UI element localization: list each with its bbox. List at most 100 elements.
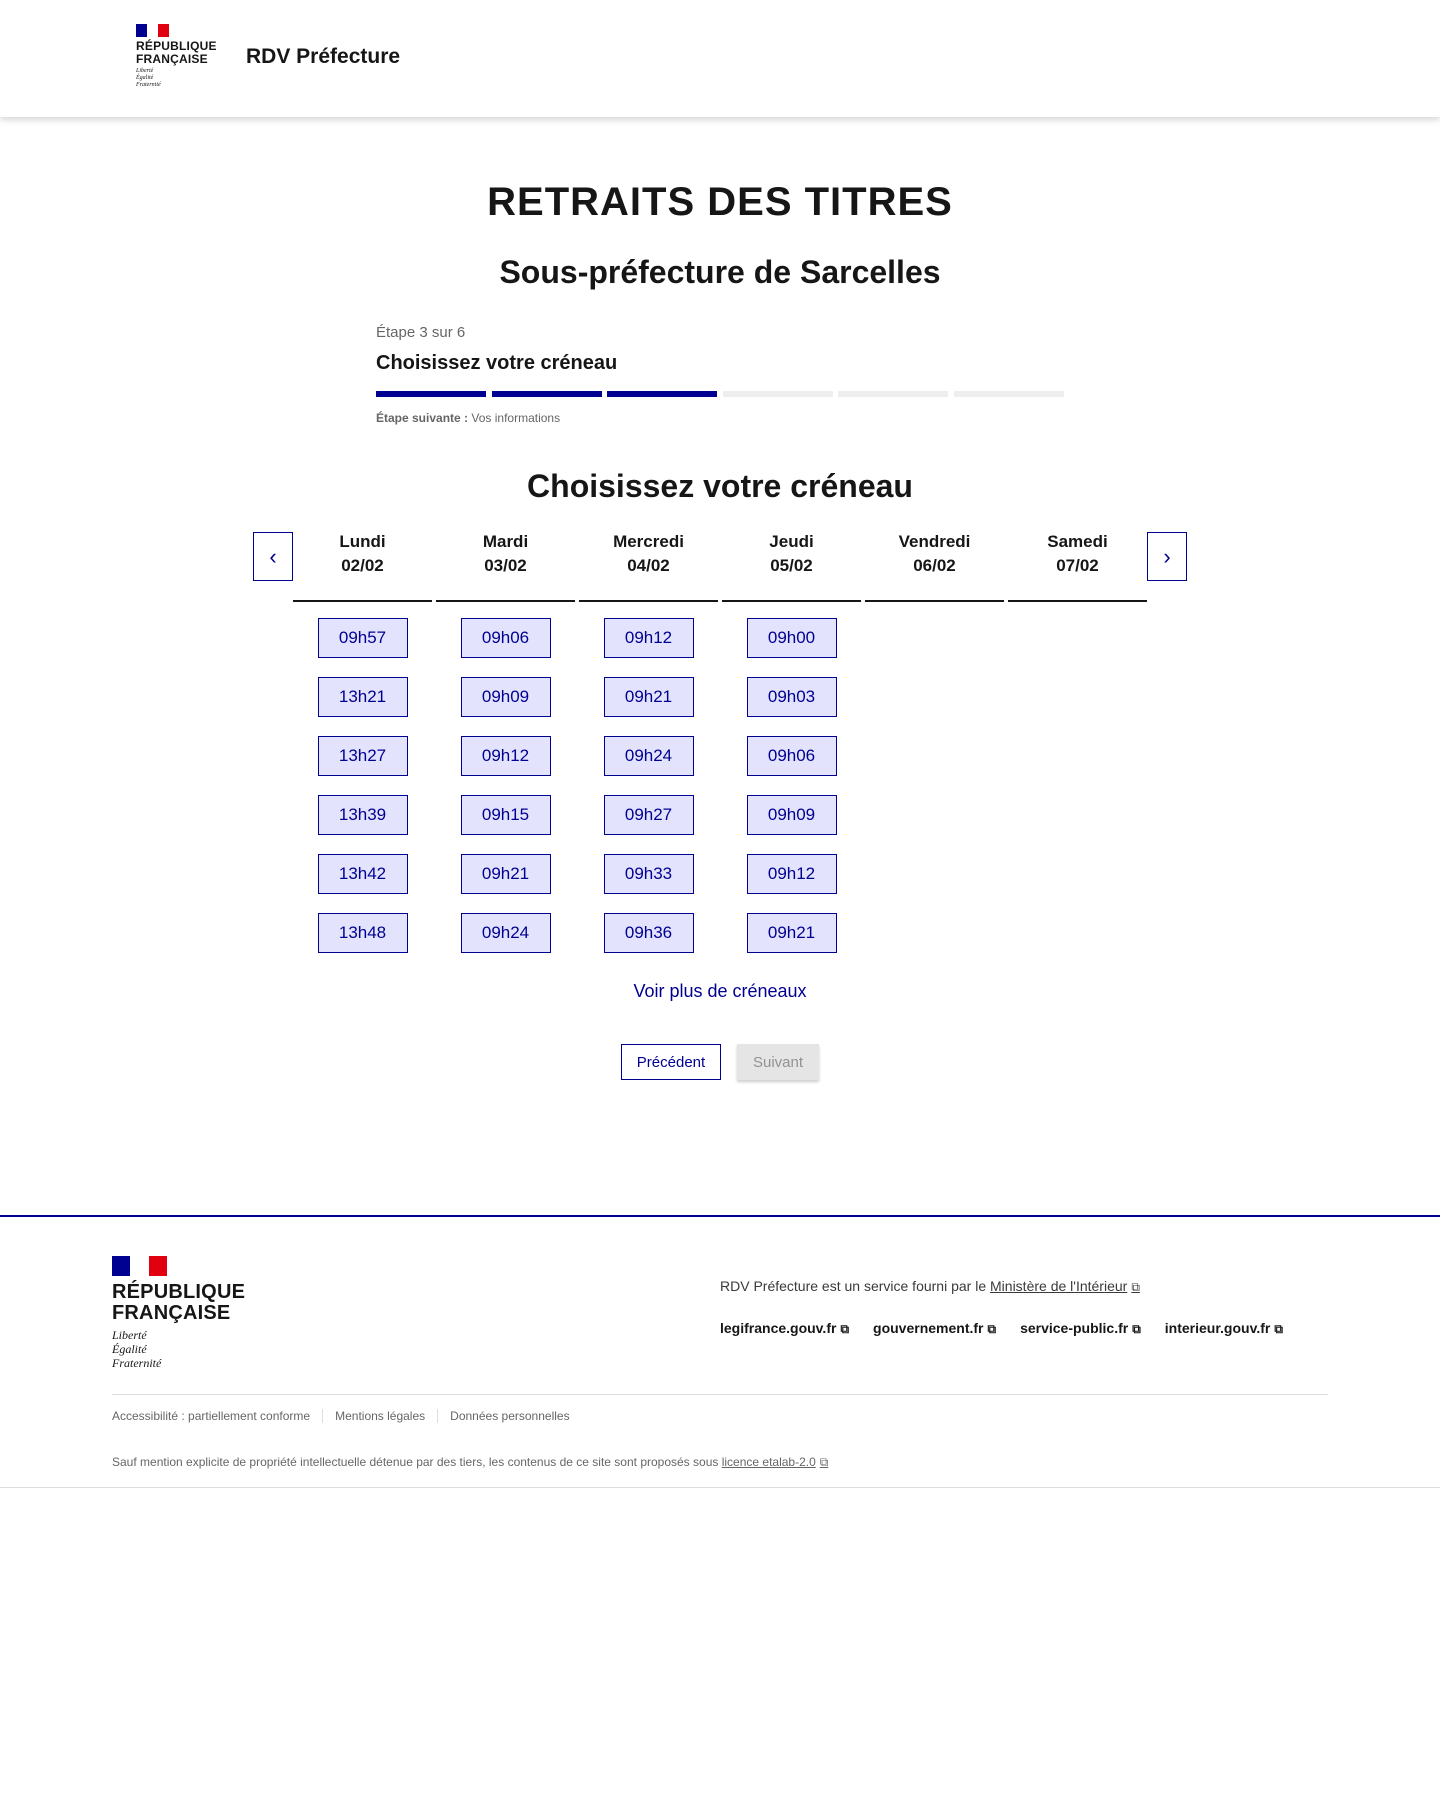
stepper-next-value: Vos informations (471, 411, 561, 425)
stepper-next: Étape suivante : Vos informations (376, 411, 560, 425)
logo-line: RÉPUBLIQUE (112, 1281, 246, 1303)
footer-link[interactable]: interieur.gouv.fr ⧉ (1165, 1320, 1283, 1337)
stepper-bar-complete (376, 391, 486, 397)
day-header: Mardi 03/02 (436, 530, 575, 600)
footer-link-label: interieur.gouv.fr (1164, 1320, 1271, 1336)
day-underline (865, 600, 1004, 602)
footer-link[interactable]: legifrance.gouv.fr ⧉ (720, 1320, 849, 1337)
time-slot-button[interactable]: 13h27 (317, 736, 408, 776)
motto-line: Fraternité (112, 1356, 162, 1370)
site-header: RÉPUBLIQUE FRANÇAISE Liberté Égalité Fra… (0, 0, 1440, 117)
day-name: Mardi (482, 532, 529, 551)
day-name: Samedi (1047, 532, 1108, 551)
footer-link[interactable]: gouvernement.fr ⧉ (873, 1320, 996, 1337)
time-slot-button[interactable]: 09h00 (746, 618, 837, 658)
time-slot-button[interactable]: 09h24 (460, 913, 551, 953)
republique-francaise-logo[interactable]: RÉPUBLIQUE FRANÇAISE Liberté Égalité Fra… (136, 24, 217, 89)
external-link-icon: ⧉ (1274, 1322, 1283, 1336)
time-slot-button[interactable]: 09h36 (603, 913, 694, 953)
time-slot-button[interactable]: 09h12 (746, 854, 837, 894)
stepper-bar-pending (953, 391, 1064, 397)
motto-line: Égalité (112, 1342, 147, 1356)
external-link-icon: ⧉ (1131, 1280, 1140, 1294)
time-slot-button[interactable]: 09h06 (460, 618, 551, 658)
day-header: Lundi 02/02 (293, 530, 432, 600)
day-header: Mercredi 04/02 (579, 530, 718, 600)
license-text: Sauf mention explicite de propriété inte… (112, 1455, 722, 1469)
external-link-icon: ⧉ (840, 1322, 850, 1336)
calendar-heading: Choisissez votre créneau (527, 468, 913, 504)
motto-line: Liberté (112, 1328, 147, 1342)
day-date: 04/02 (627, 556, 670, 575)
see-more-slots-link[interactable]: Voir plus de créneaux (633, 981, 807, 1001)
day-date: 03/02 (484, 556, 527, 575)
day-date: 07/02 (1056, 556, 1099, 575)
footer-divider (112, 1394, 1328, 1395)
motto-line: Égalité (136, 75, 154, 82)
ministry-link[interactable]: Ministère de l'Intérieur ⧉ (990, 1278, 1140, 1294)
chevron-left-icon: ‹ (269, 543, 277, 569)
time-slot-button[interactable]: 13h42 (317, 854, 408, 894)
stepper-state: Étape 3 sur 6 (376, 324, 466, 341)
chevron-right-icon: › (1163, 543, 1171, 569)
time-slot-button[interactable]: 09h12 (603, 618, 694, 658)
footer-logo[interactable]: RÉPUBLIQUE FRANÇAISE Liberté Égalité Fra… (112, 1256, 245, 1370)
day-underline (722, 600, 861, 602)
time-slot-button[interactable]: 09h24 (603, 736, 694, 776)
footer-bottom-link[interactable]: Accessibilité : partiellement conforme (112, 1409, 311, 1423)
footer-link-label: service-public.fr (1020, 1320, 1129, 1336)
footer-link[interactable]: service-public.fr ⧉ (1020, 1320, 1141, 1337)
day-date: 05/02 (770, 556, 813, 575)
logo-line: FRANÇAISE (112, 1302, 231, 1324)
time-slot-button[interactable]: 13h48 (317, 913, 408, 953)
footer-bottom-border (0, 1487, 1440, 1488)
stepper-bar-pending (722, 391, 833, 397)
ministry-link-label: Ministère de l'Intérieur (990, 1278, 1128, 1294)
time-slot-button[interactable]: 09h33 (603, 854, 694, 894)
time-slot-button[interactable]: 09h09 (746, 795, 837, 835)
license-link[interactable]: licence etalab-2.0 ⧉ (722, 1455, 829, 1469)
time-slot-button[interactable]: 09h21 (603, 677, 694, 717)
day-header: Jeudi 05/02 (722, 530, 861, 600)
next-week-button[interactable]: › (1147, 532, 1187, 581)
motto-line: Fraternité (136, 82, 161, 89)
external-link-icon: ⧉ (819, 1455, 829, 1469)
stepper-next-label: Étape suivante : (376, 411, 469, 425)
time-slot-button[interactable]: 09h03 (746, 677, 837, 717)
day-underline (1008, 600, 1147, 602)
time-slot-button[interactable]: 09h15 (460, 795, 551, 835)
external-link-icon: ⧉ (987, 1322, 997, 1336)
time-slot-button[interactable]: 09h06 (746, 736, 837, 776)
previous-button[interactable]: Précédent (621, 1044, 721, 1080)
day-header: Samedi 07/02 (1008, 530, 1147, 600)
time-slot-button[interactable]: 09h21 (460, 854, 551, 894)
time-slot-button[interactable]: 09h12 (460, 736, 551, 776)
day-name: Jeudi (769, 532, 814, 551)
time-slot-button[interactable]: 13h21 (317, 677, 408, 717)
day-underline (293, 600, 432, 602)
day-name: Vendredi (898, 532, 971, 551)
day-header: Vendredi 06/02 (865, 530, 1004, 600)
french-flag-icon (112, 1256, 167, 1276)
footer-link-label: legifrance.gouv.fr (720, 1320, 837, 1336)
next-button[interactable]: Suivant (737, 1044, 819, 1080)
day-date: 06/02 (913, 556, 956, 575)
time-slot-button[interactable]: 09h21 (746, 913, 837, 953)
page-subtitle: Sous-préfecture de Sarcelles (499, 254, 941, 290)
time-slot-button[interactable]: 09h57 (317, 618, 408, 658)
previous-week-button[interactable]: ‹ (253, 532, 293, 581)
day-column: Lundi 02/02 09h57 13h21 13h27 13h39 13h42 13h48 (293, 530, 432, 953)
time-slot-button[interactable]: 09h27 (603, 795, 694, 835)
footer-bottom-link[interactable]: Mentions légales (322, 1409, 437, 1423)
service-title[interactable]: RDV Préfecture (246, 45, 401, 68)
time-slot-button[interactable]: 09h09 (460, 677, 551, 717)
french-flag-icon (136, 24, 169, 37)
day-column: Samedi 07/02 (1008, 530, 1147, 602)
time-slot-button[interactable]: 13h39 (317, 795, 408, 835)
stepper-title: Choisissez votre créneau (376, 352, 618, 374)
day-underline (436, 600, 575, 602)
footer-top-border (0, 1215, 1440, 1217)
stepper-bar-pending (838, 391, 948, 397)
logo-line: RÉPUBLIQUE (136, 39, 217, 53)
footer-bottom-link[interactable]: Données personnelles (437, 1409, 581, 1423)
